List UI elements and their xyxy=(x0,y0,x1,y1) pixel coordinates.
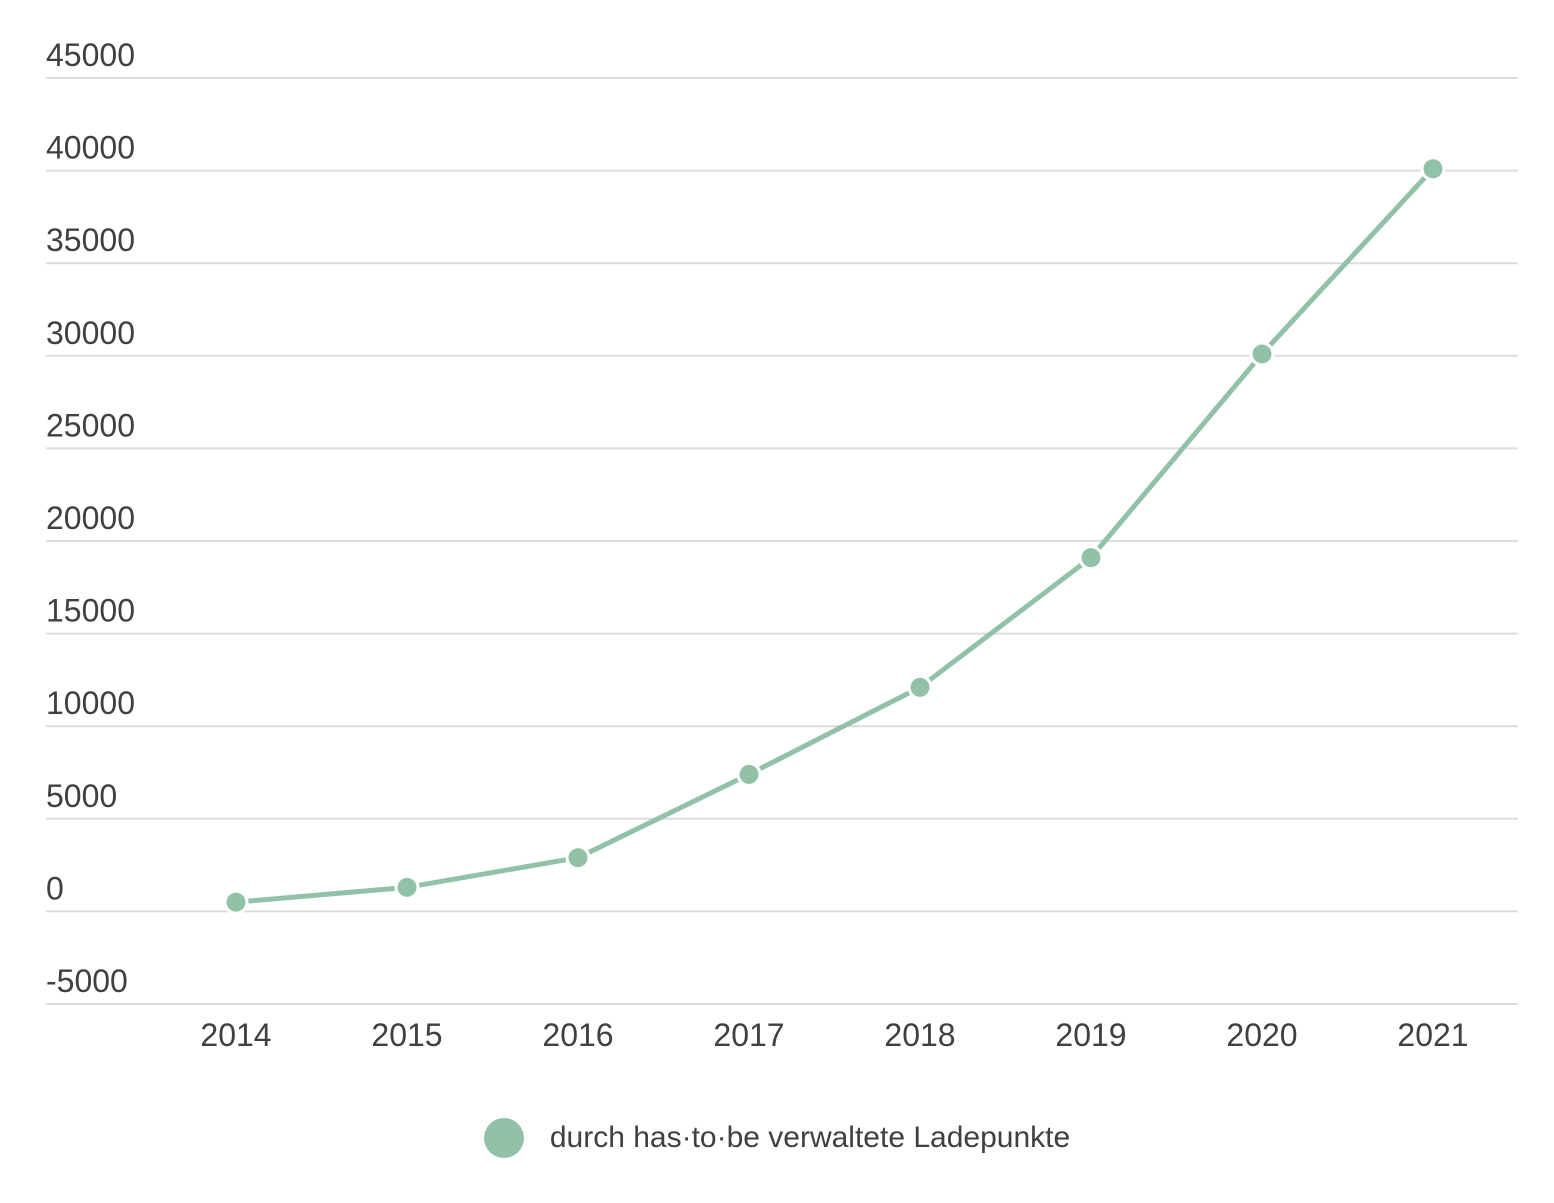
legend-label: durch has·to·be verwaltete Ladepunkte xyxy=(549,1121,1071,1154)
data-point[interactable] xyxy=(565,845,591,871)
x-tick-label: 2019 xyxy=(1055,1017,1126,1053)
y-tick-label: 35000 xyxy=(46,222,135,258)
x-tick-label: 2016 xyxy=(542,1017,613,1053)
data-point[interactable] xyxy=(907,674,933,700)
series-layer xyxy=(223,156,1446,915)
y-tick-label: 0 xyxy=(46,870,64,906)
y-tick-label: -5000 xyxy=(46,963,128,999)
x-axis-tick-labels: 2014 2015 2016 2017 2018 2019 2020 2021 xyxy=(200,1017,1468,1053)
y-tick-label: 20000 xyxy=(46,500,135,536)
data-point[interactable] xyxy=(223,889,249,915)
data-point[interactable] xyxy=(394,874,420,900)
x-tick-label: 2018 xyxy=(884,1017,955,1053)
data-point[interactable] xyxy=(1078,545,1104,571)
y-tick-label: 5000 xyxy=(46,778,117,814)
grid-lines xyxy=(46,77,1518,1005)
legend-marker xyxy=(483,1118,524,1158)
y-tick-label: 30000 xyxy=(46,315,135,351)
y-tick-label: 25000 xyxy=(46,407,135,443)
x-tick-label: 2020 xyxy=(1226,1017,1297,1053)
x-tick-label: 2017 xyxy=(713,1017,784,1053)
legend: durch has·to·be verwaltete Ladepunkte xyxy=(0,1110,1554,1166)
series-line xyxy=(233,166,1436,905)
y-tick-label: 45000 xyxy=(46,37,135,73)
y-tick-label: 10000 xyxy=(46,685,135,721)
x-tick-label: 2014 xyxy=(200,1017,271,1053)
y-axis-tick-labels: 45000 40000 35000 30000 25000 20000 15000 10000… xyxy=(46,37,135,999)
data-point[interactable] xyxy=(736,761,762,787)
y-tick-label: 15000 xyxy=(46,593,135,629)
x-tick-label: 2015 xyxy=(371,1017,442,1053)
data-point[interactable] xyxy=(1420,156,1446,182)
y-tick-label: 40000 xyxy=(46,130,135,166)
data-point[interactable] xyxy=(1249,341,1275,367)
x-tick-label: 2021 xyxy=(1397,1017,1468,1053)
